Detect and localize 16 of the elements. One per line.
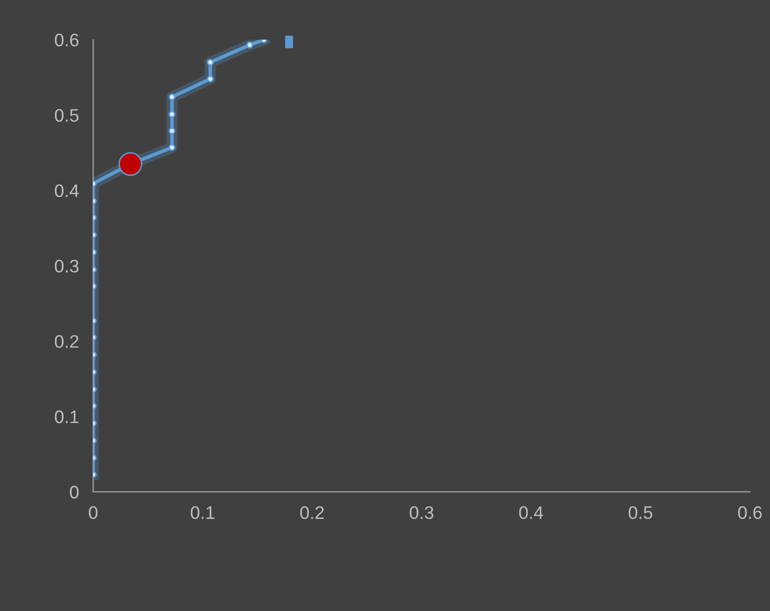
- x-tick-label: 0.4: [519, 506, 544, 520]
- point: [285, 40, 294, 48]
- y-tick-label: 0.5: [54, 109, 79, 122]
- y-tick-label: 0.1: [54, 410, 78, 424]
- x-tick-label: 0.3: [410, 506, 434, 520]
- x-tick-label: 0.5: [628, 506, 652, 520]
- y-tick-label: 0.2: [54, 335, 78, 348]
- x-tick-label: 0.1: [190, 506, 214, 520]
- y-tick-label: 0.6: [54, 34, 78, 46]
- point: [118, 152, 142, 176]
- x-tick-label: 0.2: [300, 506, 324, 520]
- x-tick-label: 0: [88, 506, 98, 520]
- y-tick-label: 0.4: [54, 184, 79, 198]
- y-tick-label: 0: [70, 486, 79, 499]
- x-tick-label: 0.6: [738, 506, 762, 520]
- y-tick-label: 0.3: [54, 260, 78, 273]
